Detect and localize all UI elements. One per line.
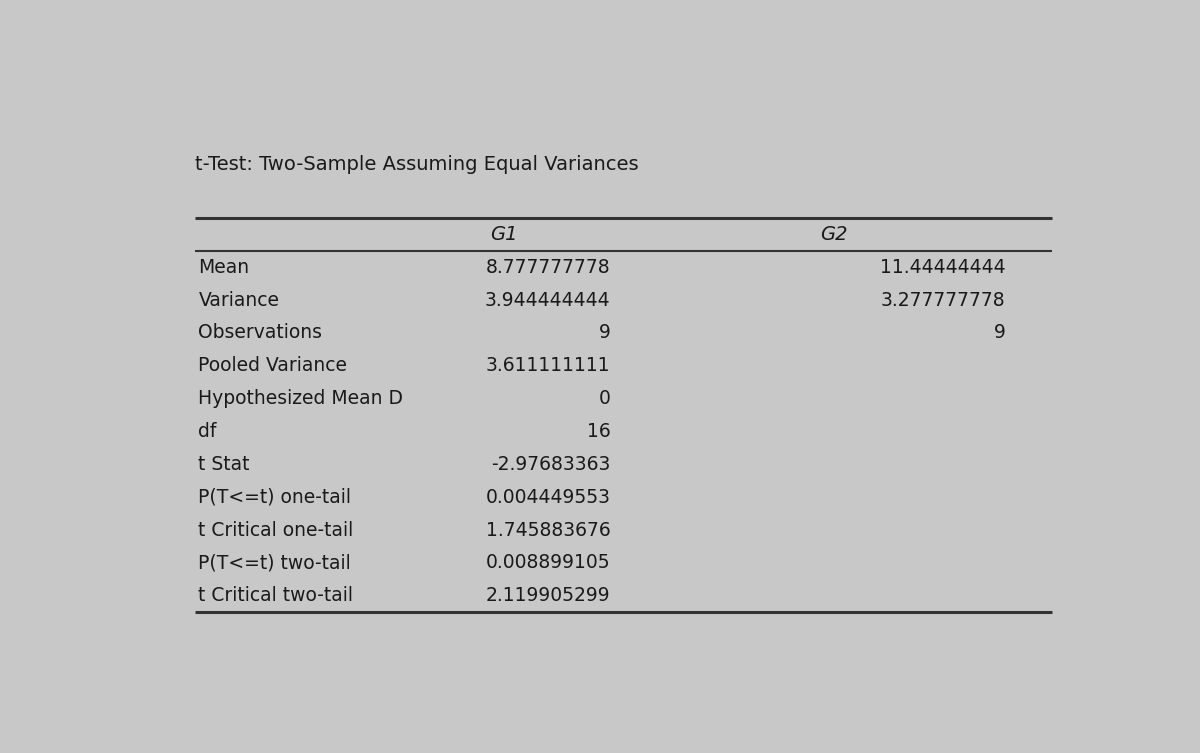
Text: -2.97683363: -2.97683363 <box>491 455 611 474</box>
Text: Mean: Mean <box>198 258 250 276</box>
Text: t Critical one-tail: t Critical one-tail <box>198 520 354 540</box>
Text: Pooled Variance: Pooled Variance <box>198 356 347 375</box>
Text: 0.004449553: 0.004449553 <box>485 488 611 507</box>
Text: df: df <box>198 422 217 441</box>
Text: 9: 9 <box>994 324 1006 343</box>
Text: t Stat: t Stat <box>198 455 250 474</box>
Text: 2.119905299: 2.119905299 <box>486 587 611 605</box>
Text: P(T<=t) two-tail: P(T<=t) two-tail <box>198 553 352 572</box>
Text: G2: G2 <box>820 225 847 244</box>
Text: 0: 0 <box>599 389 611 408</box>
Text: 11.44444444: 11.44444444 <box>880 258 1006 276</box>
Text: 3.277777778: 3.277777778 <box>881 291 1006 309</box>
Text: Observations: Observations <box>198 324 323 343</box>
Text: P(T<=t) one-tail: P(T<=t) one-tail <box>198 488 352 507</box>
Text: 8.777777778: 8.777777778 <box>486 258 611 276</box>
Text: 3.944444444: 3.944444444 <box>485 291 611 309</box>
Text: 16: 16 <box>587 422 611 441</box>
Text: Variance: Variance <box>198 291 280 309</box>
Text: 0.008899105: 0.008899105 <box>486 553 611 572</box>
Text: Hypothesized Mean D: Hypothesized Mean D <box>198 389 403 408</box>
Text: t Critical two-tail: t Critical two-tail <box>198 587 353 605</box>
Text: 3.611111111: 3.611111111 <box>486 356 611 375</box>
Text: G1: G1 <box>490 225 517 244</box>
Text: t-Test: Two-Sample Assuming Equal Variances: t-Test: Two-Sample Assuming Equal Varian… <box>194 155 638 175</box>
Text: 9: 9 <box>599 324 611 343</box>
Text: 1.745883676: 1.745883676 <box>486 520 611 540</box>
